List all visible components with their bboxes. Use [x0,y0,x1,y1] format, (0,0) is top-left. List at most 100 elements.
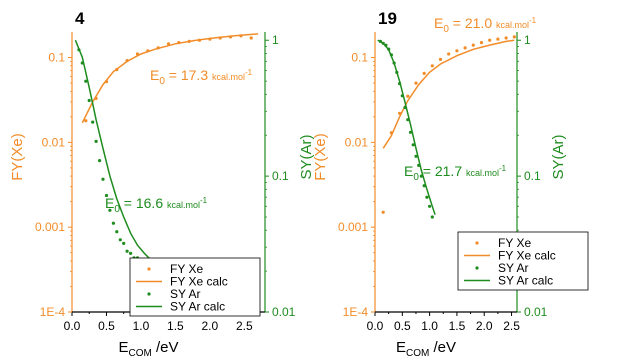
data-point [463,46,467,50]
y-axis-right-label: SY(Ar) [298,134,315,179]
data-point [108,208,112,212]
data-point [425,195,429,199]
data-point [408,130,413,134]
data-point [471,43,475,47]
data-point [122,241,126,245]
y-axis-left-label: FY(Xe) [9,133,26,181]
x-tick-label: 2.0 [476,319,493,333]
data-point [455,49,459,53]
x-tick-label: 1.0 [421,319,438,333]
panel-label: 4 [75,9,85,28]
data-point [414,154,418,158]
data-point [84,119,88,123]
data-point [428,204,432,208]
legend-label: SY Ar calc [170,300,225,314]
data-point [411,143,415,147]
data-point [488,38,492,42]
series-fy-xe-calc [382,39,515,149]
x-tick-label: 1.5 [449,319,466,333]
series-line [81,33,259,124]
x-tick-label: 1.0 [133,319,150,333]
data-point [496,37,500,41]
legend-point-swatch [475,241,479,245]
right-tick-label: 1 [524,33,531,47]
right-tick-label: 0.01 [524,305,548,319]
right-tick-label: 1 [272,33,279,47]
left-tick-label: 0.001 [338,220,368,234]
panel-label: 19 [378,9,397,28]
left-tick-label: 0.001 [35,220,65,234]
data-point [94,139,98,143]
left-tick-label: 0.01 [42,135,66,149]
x-tick-label: 2.0 [202,319,219,333]
right-tick-label: 0.1 [524,169,541,183]
legend-label: SY Ar [498,261,528,275]
left-tick-label: 0.1 [48,51,65,65]
legend-label: FY Xe calc [498,249,556,263]
data-point [91,120,95,124]
x-tick-label: 0.0 [367,319,384,333]
data-point [104,193,109,198]
legend-label: FY Xe [498,236,531,250]
x-tick-label: 0.0 [64,319,81,333]
data-point [87,98,91,103]
series-fy-xe [381,35,516,214]
data-point [84,79,88,83]
data-point [125,249,129,253]
data-point [447,52,451,56]
left-tick-label: 0.01 [345,135,369,149]
series-line [382,39,515,149]
x-axis-label: ECOM /eV [118,339,178,359]
right-tick-label: 0.1 [272,169,289,183]
x-tick-label: 2.5 [503,319,520,333]
y-axis-right-label: SY(Ar) [550,134,567,179]
x-tick-label: 2.5 [236,319,253,333]
legend-label: FY Xe [170,262,203,276]
legend-label: SY Ar calc [498,274,553,288]
x-tick-label: 1.5 [167,319,184,333]
series-sy-ar-calc [377,39,436,215]
series-line [377,39,436,215]
data-point [504,36,508,40]
y-axis-left-label: FY(Xe) [312,133,329,181]
data-point [118,238,122,242]
data-point [111,221,115,225]
data-point [406,94,410,98]
data-point [115,230,119,234]
data-point [430,64,434,68]
data-point [98,159,102,163]
x-tick-label: 0.5 [98,319,115,333]
data-point [430,215,434,219]
data-point [101,177,105,181]
data-point [166,42,171,46]
left-tick-label: 0.1 [351,51,368,65]
data-point [438,57,443,62]
data-point [422,71,426,75]
chart-panel-4: 0.0 0.5 1.0 1.5 2.0 2.5 0.1 0.01 0.001 1E-4 1 0.1 0.… [9,9,315,359]
legend-point-swatch [147,267,151,271]
x-axis-label: ECOM /eV [396,339,456,359]
series-line [74,39,152,261]
right-tick-label: 0.01 [272,305,296,319]
left-tick-label: 1E-4 [40,305,66,319]
left-tick-label: 1E-4 [343,305,369,319]
data-point [129,251,133,255]
annotation-sy-e0: E0 = 16.6 kcal.mol-1 [105,195,208,215]
data-point [512,35,516,39]
legend-point-swatch [147,292,151,296]
annotation-sy-e0: E0 = 21.7 kcal.mol-1 [404,163,507,183]
chart-panel-19: 0.0 0.5 1.0 1.5 2.0 2.5 0.1 0.01 0.001 1E-4 1 0.1 0.… [312,9,589,359]
series-fy-xe-calc [81,33,259,124]
legend-point-swatch [475,266,479,270]
x-tick-label: 0.5 [394,319,411,333]
legend-label: FY Xe calc [170,275,228,289]
series-sy-ar-calc [74,39,152,261]
data-point [414,81,418,85]
data-point [381,210,385,214]
series-sy-ar [378,39,434,219]
data-point [249,36,253,40]
legend-label: SY Ar [170,287,200,301]
